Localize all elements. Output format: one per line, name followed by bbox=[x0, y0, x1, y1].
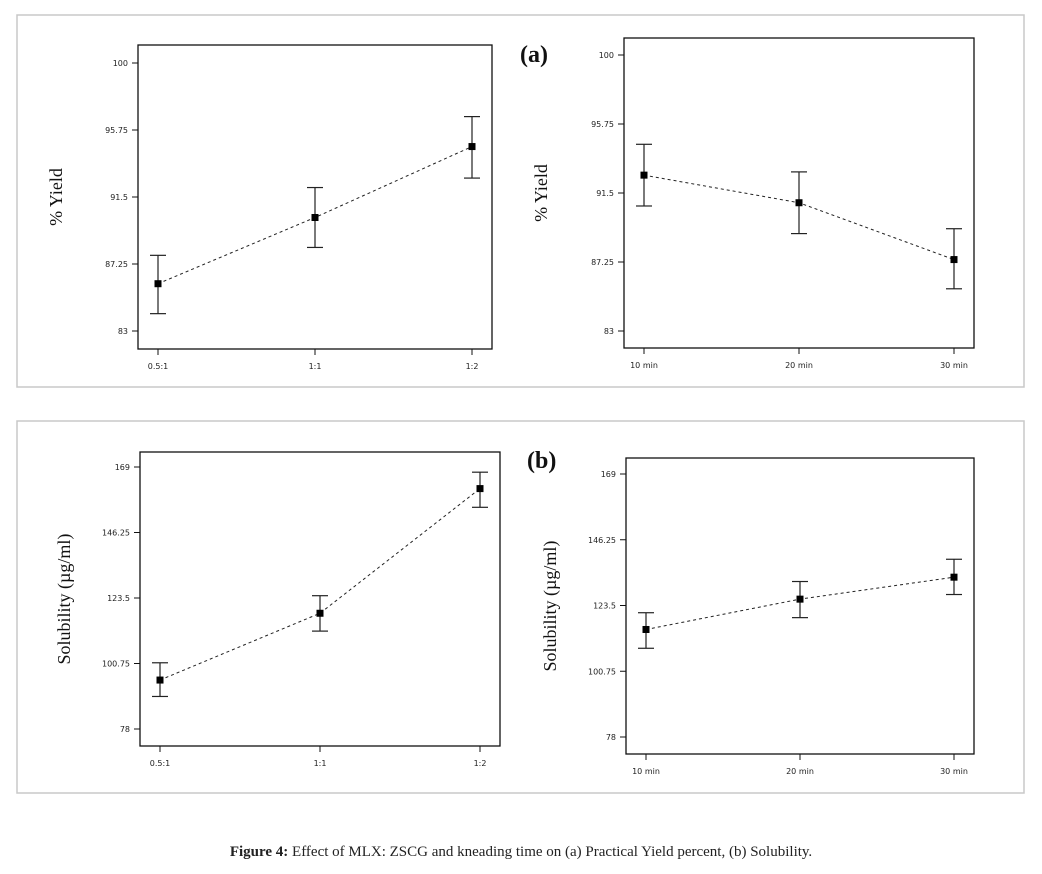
data-point bbox=[640, 171, 648, 179]
panel-label-a: (a) bbox=[520, 42, 548, 68]
y-axis-label: % Yield bbox=[46, 168, 66, 226]
y-tick-label: 100.75 bbox=[588, 667, 616, 676]
y-tick-label: 100 bbox=[599, 51, 614, 60]
y-tick-label: 87.25 bbox=[105, 260, 128, 269]
x-tick-label: 1:2 bbox=[466, 362, 479, 371]
x-tick-label: 30 min bbox=[940, 767, 968, 776]
data-point bbox=[468, 143, 476, 151]
data-point bbox=[950, 256, 958, 264]
y-axis-label: Solubility (µg/ml) bbox=[54, 534, 75, 665]
x-tick-label: 10 min bbox=[632, 767, 660, 776]
data-point bbox=[795, 199, 803, 207]
y-tick-label: 123.5 bbox=[107, 594, 130, 603]
y-tick-label: 95.75 bbox=[105, 126, 128, 135]
x-tick-label: 20 min bbox=[786, 767, 814, 776]
data-point bbox=[156, 676, 164, 684]
panel-label-b: (b) bbox=[527, 448, 556, 474]
y-tick-label: 146.25 bbox=[588, 536, 616, 545]
y-tick-label: 146.25 bbox=[102, 529, 130, 538]
y-tick-label: 169 bbox=[115, 463, 130, 472]
y-axis-label: % Yield bbox=[531, 164, 551, 222]
y-tick-label: 78 bbox=[606, 733, 616, 742]
y-tick-label: 100 bbox=[113, 59, 128, 68]
y-tick-label: 169 bbox=[601, 470, 616, 479]
x-tick-label: 0.5:1 bbox=[148, 362, 169, 371]
data-point bbox=[796, 595, 804, 603]
y-tick-label: 87.25 bbox=[591, 258, 614, 267]
caption-text: Effect of MLX: ZSCG and kneading time on… bbox=[288, 844, 813, 860]
caption-prefix: Figure 4: bbox=[229, 844, 289, 860]
data-point bbox=[476, 485, 484, 493]
y-axis-label: Solubility (µg/ml) bbox=[540, 541, 561, 672]
panel-b-border bbox=[16, 420, 1025, 794]
x-tick-label: 10 min bbox=[630, 361, 658, 370]
y-tick-label: 83 bbox=[604, 327, 614, 336]
panel-a-border bbox=[16, 14, 1025, 388]
chart-1: 83 87.25 91.5 95.75 100 0.5:1 1:1 1:2 % Yield bbox=[46, 44, 493, 371]
y-tick-label: 91.5 bbox=[596, 189, 614, 198]
chart-4: 78 100.75 123.5 146.25 169 10 min 20 min 30 min… bbox=[540, 457, 975, 776]
x-tick-label: 20 min bbox=[785, 361, 813, 370]
x-tick-label: 1:1 bbox=[309, 362, 322, 371]
y-tick-label: 91.5 bbox=[110, 193, 128, 202]
y-tick-label: 123.5 bbox=[593, 602, 616, 611]
data-point bbox=[311, 213, 319, 221]
y-tick-label: 83 bbox=[118, 327, 128, 336]
y-tick-label: 78 bbox=[120, 725, 130, 734]
y-tick-label: 95.75 bbox=[591, 120, 614, 129]
data-point bbox=[154, 280, 162, 288]
data-point bbox=[642, 625, 650, 633]
x-tick-label: 0.5:1 bbox=[150, 759, 171, 768]
data-point bbox=[950, 573, 958, 581]
data-point bbox=[316, 609, 324, 617]
chart-2: 83 87.25 91.5 95.75 100 10 min 20 min 30 min % Y… bbox=[531, 37, 975, 370]
x-tick-label: 1:2 bbox=[474, 759, 487, 768]
series-line bbox=[159, 488, 481, 681]
y-tick-label: 100.75 bbox=[102, 660, 130, 669]
chart-3: 78 100.75 123.5 146.25 169 0.5:1 1:1 1:2 Solubil… bbox=[54, 451, 501, 768]
x-tick-label: 1:1 bbox=[314, 759, 327, 768]
x-tick-label: 30 min bbox=[940, 361, 968, 370]
figure-caption: Figure 4: Effect of MLX: ZSCG and kneadi… bbox=[0, 844, 1042, 861]
